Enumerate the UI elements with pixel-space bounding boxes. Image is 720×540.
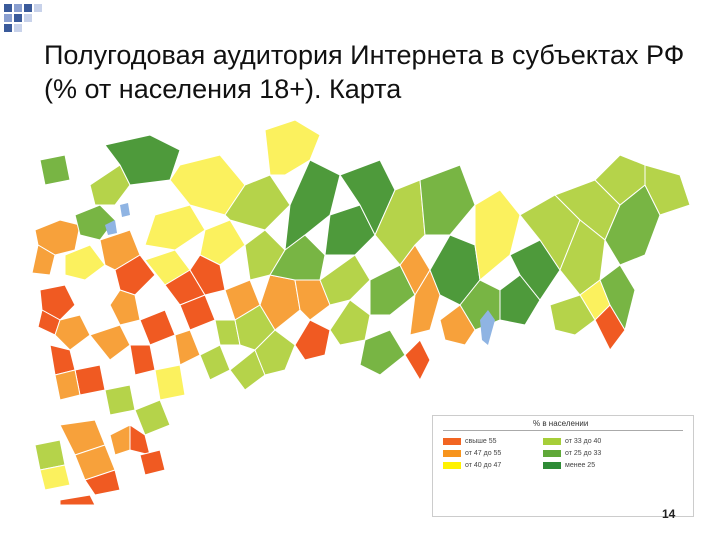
legend-item: от 47 до 55 <box>443 450 501 457</box>
region <box>509 239 561 301</box>
region <box>329 299 371 346</box>
legend-title: % в населении <box>533 419 589 428</box>
lake-onega <box>120 203 130 217</box>
region <box>419 164 476 236</box>
region <box>89 324 131 361</box>
region <box>89 164 131 206</box>
region <box>154 364 186 401</box>
region <box>174 329 201 366</box>
region <box>369 264 416 316</box>
legend-swatch <box>443 462 461 469</box>
region <box>439 304 476 346</box>
russia-regions-map <box>31 119 691 505</box>
legend-label: от 33 до 40 <box>565 438 602 445</box>
region <box>254 329 296 376</box>
region <box>129 344 156 376</box>
legend-swatch <box>443 450 461 457</box>
region <box>139 449 166 476</box>
legend-swatch <box>543 438 561 445</box>
legend-label: свыше 55 <box>465 438 497 445</box>
region <box>84 469 121 496</box>
region <box>294 279 331 321</box>
region <box>139 309 176 346</box>
legend-divider <box>443 430 683 431</box>
region <box>104 384 136 416</box>
region <box>64 244 106 281</box>
region <box>109 289 141 326</box>
slide-title: Полугодовая аудитория Интернета в субъек… <box>44 40 685 104</box>
legend-item: от 33 до 40 <box>543 438 601 445</box>
page-number: 14 <box>662 507 676 521</box>
legend-item: менее 25 <box>543 462 595 469</box>
region <box>39 154 71 186</box>
legend-item: свыше 55 <box>443 438 497 445</box>
region <box>144 204 206 251</box>
region <box>359 329 406 376</box>
region <box>31 244 56 276</box>
legend-item: от 25 до 33 <box>543 450 601 457</box>
region <box>59 494 96 505</box>
lake-baikal <box>480 310 495 345</box>
region <box>644 164 691 216</box>
region <box>134 399 171 436</box>
map-legend: % в населении свыше 55 от 47 до 55 от 40… <box>432 415 694 517</box>
region <box>559 219 606 296</box>
region <box>189 254 226 296</box>
region <box>109 424 131 456</box>
legend-item: от 40 до 47 <box>443 462 501 469</box>
legend-label: от 25 до 33 <box>565 450 602 457</box>
region <box>39 284 76 321</box>
region <box>294 319 331 361</box>
region <box>199 219 246 266</box>
legend-label: от 47 до 55 <box>465 450 502 457</box>
lake-ladoga <box>105 220 117 235</box>
corner-decoration <box>0 0 60 40</box>
region <box>39 464 71 491</box>
region <box>54 369 81 401</box>
legend-label: менее 25 <box>565 462 596 469</box>
region <box>409 268 441 336</box>
region <box>114 254 156 296</box>
region <box>199 344 231 381</box>
legend-swatch <box>543 450 561 457</box>
region <box>599 264 636 332</box>
region <box>549 294 596 336</box>
legend-label: от 40 до 47 <box>465 462 502 469</box>
region <box>474 189 521 281</box>
region <box>404 339 431 382</box>
region <box>319 254 371 306</box>
legend-swatch <box>543 462 561 469</box>
legend-swatch <box>443 438 461 445</box>
region <box>54 314 91 351</box>
region <box>324 204 376 256</box>
